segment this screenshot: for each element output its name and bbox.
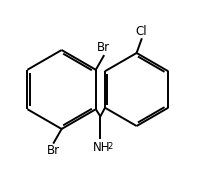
Text: Br: Br [97, 41, 110, 54]
Text: Br: Br [47, 144, 60, 157]
Text: Cl: Cl [136, 25, 147, 38]
Text: 2: 2 [107, 142, 112, 151]
Text: NH: NH [93, 141, 110, 154]
